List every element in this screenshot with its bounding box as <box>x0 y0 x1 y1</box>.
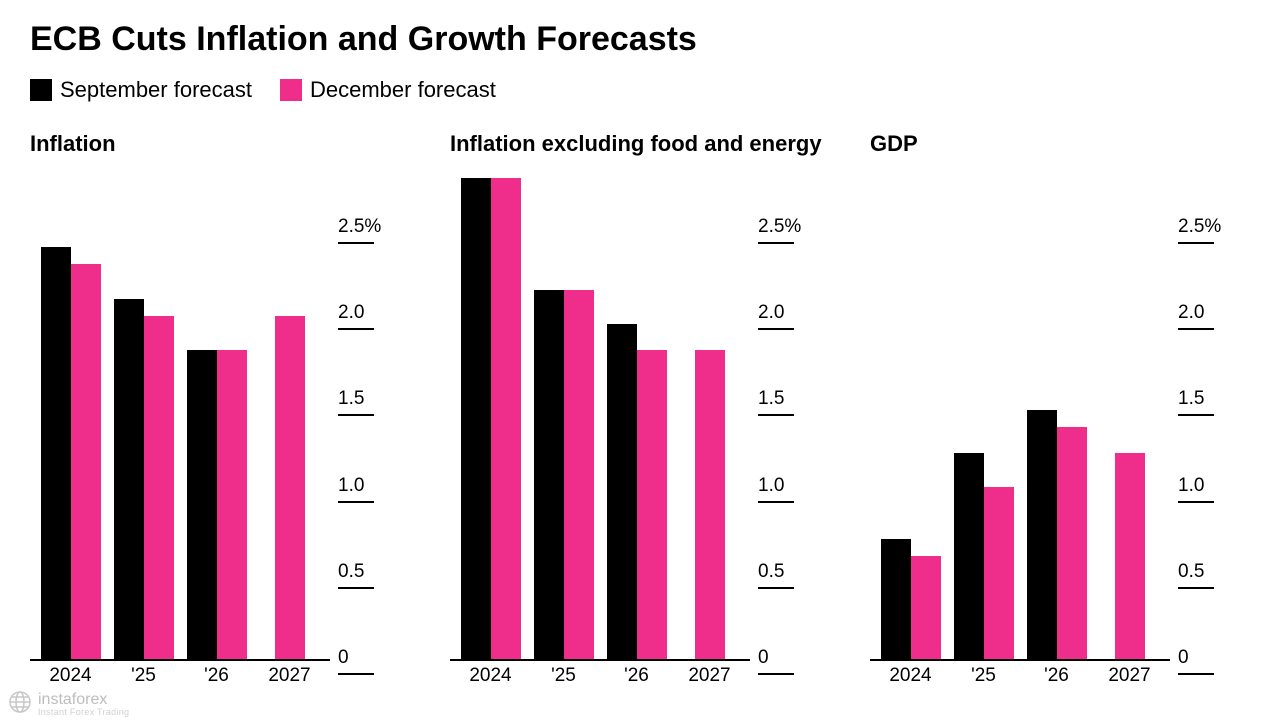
bar <box>187 350 217 659</box>
year-group: 2024 <box>34 187 107 659</box>
bar <box>911 556 941 659</box>
y-axis-tick: 2.5% <box>758 216 801 244</box>
year-group: '25 <box>107 187 180 659</box>
x-axis-label: '26 <box>1044 665 1069 687</box>
legend-swatch <box>280 79 302 101</box>
bar <box>607 324 637 659</box>
bar <box>217 350 247 659</box>
chart-area: 2024'25'2620272.5%2.01.51.00.50 <box>450 187 830 661</box>
bar <box>564 290 594 659</box>
globe-icon <box>8 690 32 719</box>
chart-area: 2024'25'2620272.5%2.01.51.00.50 <box>30 187 410 661</box>
bar <box>881 539 911 659</box>
bar <box>491 178 521 659</box>
bar <box>275 316 305 659</box>
year-group: 2024 <box>454 187 527 659</box>
bar <box>144 316 174 659</box>
x-axis-label: 2027 <box>268 665 310 687</box>
y-axis-tick: 0.5 <box>758 561 794 589</box>
chart-panel: Inflation2024'25'2620272.5%2.01.51.00.50 <box>30 131 410 661</box>
y-axis-tick: 1.5 <box>758 388 794 416</box>
x-axis-label: '25 <box>971 665 996 687</box>
legend: September forecast December forecast <box>30 77 1250 103</box>
y-axis: 2.5%2.01.51.00.50 <box>758 187 830 661</box>
bar <box>1057 427 1087 659</box>
chart-area: 2024'25'2620272.5%2.01.51.00.50 <box>870 187 1250 661</box>
chart-panels: Inflation2024'25'2620272.5%2.01.51.00.50… <box>30 131 1250 661</box>
y-axis-tick: 2.0 <box>1178 302 1214 330</box>
legend-item: September forecast <box>30 77 252 103</box>
x-axis-label: 2024 <box>469 665 511 687</box>
bar <box>461 178 491 659</box>
watermark-tagline: Instant Forex Trading <box>38 708 129 717</box>
page-title: ECB Cuts Inflation and Growth Forecasts <box>30 20 1250 59</box>
y-axis-tick: 2.5% <box>338 216 381 244</box>
bar <box>954 453 984 659</box>
panel-title: Inflation <box>30 131 410 187</box>
panel-title: GDP <box>870 131 1250 187</box>
year-group: 2027 <box>1093 187 1166 659</box>
y-axis-tick: 0.5 <box>1178 561 1214 589</box>
x-axis-label: '26 <box>624 665 649 687</box>
bar <box>41 247 71 659</box>
x-axis-label: '25 <box>551 665 576 687</box>
bar <box>71 264 101 659</box>
year-group: 2027 <box>253 187 326 659</box>
y-axis-tick: 0 <box>1178 647 1214 675</box>
bar <box>534 290 564 659</box>
year-group: 2024 <box>874 187 947 659</box>
y-axis-tick: 2.0 <box>758 302 794 330</box>
y-axis-tick: 0.5 <box>338 561 374 589</box>
watermark-brand: instaforex <box>38 692 129 708</box>
plot-area: 2024'25'262027 <box>450 187 750 661</box>
bar <box>1027 410 1057 659</box>
year-group: 2027 <box>673 187 746 659</box>
bar <box>114 299 144 659</box>
year-group: '25 <box>947 187 1020 659</box>
y-axis: 2.5%2.01.51.00.50 <box>338 187 410 661</box>
x-axis-label: '25 <box>131 665 156 687</box>
bar <box>637 350 667 659</box>
x-axis-label: 2024 <box>889 665 931 687</box>
year-group: '25 <box>527 187 600 659</box>
y-axis-tick: 0 <box>338 647 374 675</box>
x-axis-label: 2027 <box>1108 665 1150 687</box>
year-group: '26 <box>600 187 673 659</box>
x-axis-label: 2024 <box>49 665 91 687</box>
y-axis-tick: 1.0 <box>1178 475 1214 503</box>
year-group: '26 <box>180 187 253 659</box>
chart-panel: GDP2024'25'2620272.5%2.01.51.00.50 <box>870 131 1250 661</box>
plot-area: 2024'25'262027 <box>870 187 1170 661</box>
chart-panel: Inflation excluding food and energy2024'… <box>450 131 830 661</box>
year-group: '26 <box>1020 187 1093 659</box>
legend-swatch <box>30 79 52 101</box>
bar <box>1115 453 1145 659</box>
y-axis-tick: 1.0 <box>758 475 794 503</box>
x-axis-label: 2027 <box>688 665 730 687</box>
plot-area: 2024'25'262027 <box>30 187 330 661</box>
y-axis-tick: 2.5% <box>1178 216 1221 244</box>
y-axis-tick: 1.5 <box>1178 388 1214 416</box>
legend-label: December forecast <box>310 77 496 103</box>
legend-item: December forecast <box>280 77 496 103</box>
watermark: instaforex Instant Forex Trading <box>8 690 129 719</box>
bar <box>984 487 1014 659</box>
y-axis-tick: 0 <box>758 647 794 675</box>
y-axis-tick: 1.0 <box>338 475 374 503</box>
y-axis: 2.5%2.01.51.00.50 <box>1178 187 1250 661</box>
y-axis-tick: 2.0 <box>338 302 374 330</box>
bar <box>695 350 725 659</box>
y-axis-tick: 1.5 <box>338 388 374 416</box>
x-axis-label: '26 <box>204 665 229 687</box>
legend-label: September forecast <box>60 77 252 103</box>
